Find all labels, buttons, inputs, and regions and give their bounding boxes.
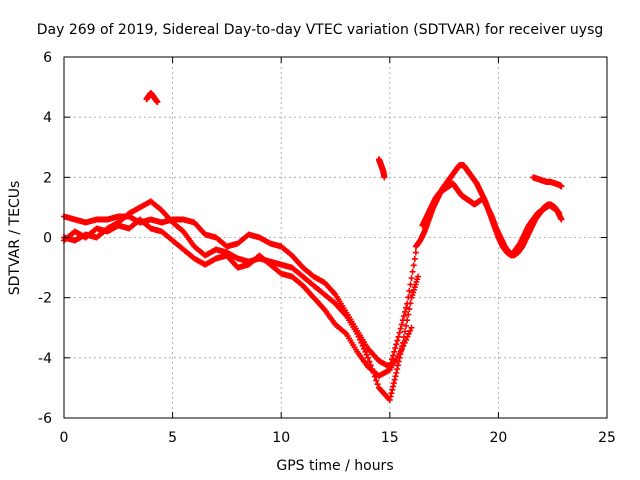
data-point [390, 380, 397, 387]
data-point [390, 383, 397, 390]
data-point [397, 348, 404, 355]
y-tick-label: 4 [43, 110, 52, 126]
data-point [558, 183, 565, 190]
y-tick-label: -2 [38, 291, 52, 307]
axis-ticks: 0 5 10 15 20 25 -6 -4 -2 0 2 4 6 [38, 50, 616, 446]
data-point [415, 273, 422, 280]
y-tick-label: 0 [43, 231, 52, 247]
data-point [406, 287, 413, 294]
data-point [399, 317, 406, 324]
data-point [391, 348, 398, 355]
data-point [393, 341, 400, 348]
data-point [386, 396, 393, 403]
y-tick-label: 6 [43, 50, 52, 66]
data-point [412, 249, 419, 256]
series-track-e [419, 180, 565, 259]
data-point [365, 354, 372, 361]
x-tick-label: 10 [272, 430, 290, 446]
y-tick-label: -4 [38, 351, 52, 367]
data-point [407, 281, 414, 288]
data-point [394, 337, 401, 344]
data-point [402, 328, 409, 335]
data-point [366, 358, 373, 365]
y-axis-label: SDTVAR / TECUs [7, 181, 23, 296]
data-point [154, 99, 161, 106]
data-point [408, 324, 415, 331]
data-point [401, 339, 408, 346]
data-point [558, 216, 565, 223]
data-point [394, 366, 401, 373]
y-tick-label: -6 [38, 411, 52, 427]
data-point [403, 304, 410, 311]
data-point [396, 329, 403, 336]
y-tick-label: 2 [43, 170, 52, 186]
data-point [397, 325, 404, 332]
data-point [392, 373, 399, 380]
data-point [409, 268, 416, 275]
data-point [393, 369, 400, 376]
data-point [392, 345, 399, 352]
data-point [407, 327, 414, 334]
series-track-b [61, 213, 419, 370]
data-points [61, 90, 565, 403]
data-point [399, 345, 406, 352]
data-point [404, 300, 411, 307]
data-point [403, 336, 410, 343]
data-point [406, 305, 413, 312]
series-isolated-3 [530, 174, 565, 190]
data-point [402, 308, 409, 315]
data-point [389, 386, 396, 393]
data-point [398, 321, 405, 328]
data-point [373, 377, 380, 384]
data-point [387, 393, 394, 400]
data-point [405, 311, 412, 318]
data-point [395, 333, 402, 340]
x-tick-label: 20 [489, 430, 507, 446]
x-tick-label: 0 [60, 430, 69, 446]
data-point [400, 342, 407, 349]
data-point [374, 381, 381, 388]
data-point [410, 262, 417, 269]
data-point [403, 322, 410, 329]
data-point [411, 255, 418, 262]
data-point [404, 333, 411, 340]
data-point [405, 294, 412, 301]
data-point [362, 348, 369, 355]
series-track-c [61, 216, 415, 379]
x-tick-label: 25 [598, 430, 616, 446]
series-isolated-2 [375, 156, 388, 181]
data-point [408, 275, 415, 282]
data-point [388, 390, 395, 397]
x-tick-label: 5 [168, 430, 177, 446]
data-point [400, 313, 407, 320]
data-point [394, 362, 401, 369]
data-point [363, 351, 370, 358]
data-point [391, 376, 398, 383]
chart-title: Day 269 of 2019, Sidereal Day-to-day VTE… [37, 22, 604, 38]
series-isolated-1 [143, 90, 161, 106]
x-tick-label: 15 [381, 430, 399, 446]
data-point [405, 330, 412, 337]
x-axis-label: GPS time / hours [276, 458, 393, 474]
data-point [381, 174, 388, 181]
